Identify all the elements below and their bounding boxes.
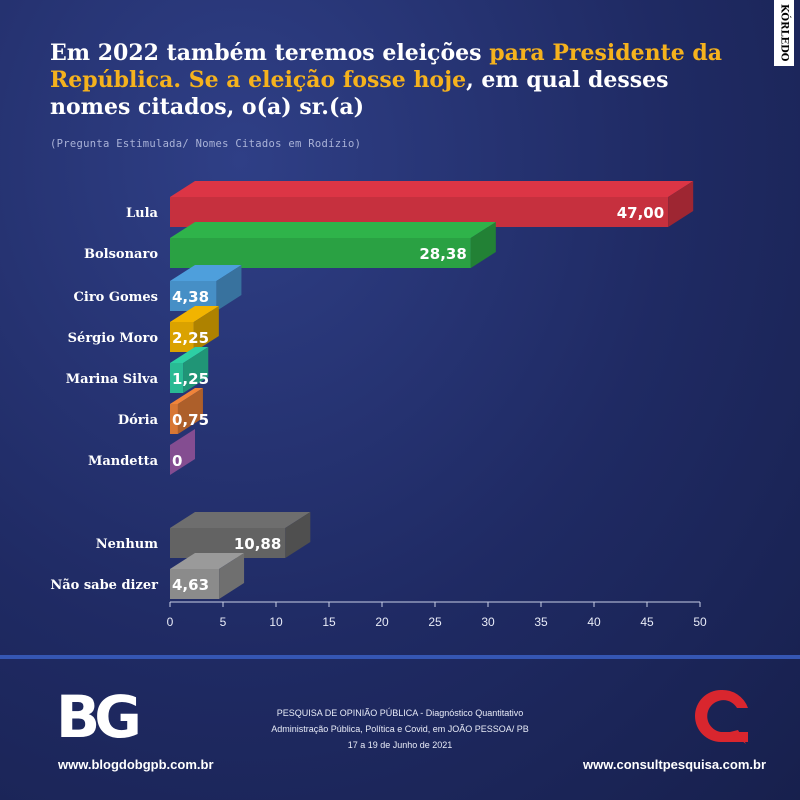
bar-top-face xyxy=(170,265,242,281)
bar-top-face xyxy=(170,306,219,322)
bar xyxy=(170,322,194,352)
title-part-2: , em qual desses nomes citados, o(a) sr.… xyxy=(50,67,669,120)
brand-tag: KÓRLEDO xyxy=(774,0,794,66)
x-tick-label: 50 xyxy=(693,615,707,629)
category-label: Lula xyxy=(126,206,159,221)
chart-subtitle: (Pregunta Estimulada/ Nomes Citados em R… xyxy=(50,138,362,150)
bar xyxy=(170,404,178,434)
consult-url: www.consultpesquisa.com.br xyxy=(583,757,766,772)
x-tick-label: 5 xyxy=(220,615,227,629)
value-label: 4,63 xyxy=(172,576,209,594)
bar-side-face xyxy=(216,265,242,311)
consult-logo-icon xyxy=(686,686,756,748)
value-label: 0,75 xyxy=(172,411,209,429)
x-tick-label: 10 xyxy=(269,615,283,629)
category-label: Marina Silva xyxy=(66,372,159,387)
category-label: Dória xyxy=(118,413,159,428)
category-label: Bolsonaro xyxy=(84,247,158,262)
category-label: Sérgio Moro xyxy=(68,331,159,346)
bar xyxy=(170,238,471,268)
x-tick-label: 0 xyxy=(167,615,174,629)
bar-side-face xyxy=(219,553,245,599)
bar-chart: Lula 47,00 Bolsonaro 28,38 Ciro Gomes 4,38 Sér… xyxy=(50,181,707,629)
bar-top-face xyxy=(170,181,694,197)
bg-logo-text: BG xyxy=(56,685,138,743)
value-label: 10,88 xyxy=(234,535,281,553)
value-label: 2,25 xyxy=(172,329,209,347)
x-tick-label: 40 xyxy=(587,615,601,629)
bar-top-face xyxy=(170,388,203,404)
bar-top-face xyxy=(170,347,209,363)
value-label: 47,00 xyxy=(617,204,664,222)
x-tick-label: 25 xyxy=(428,615,442,629)
x-tick-label: 45 xyxy=(640,615,654,629)
bar-side-face xyxy=(470,222,496,268)
bar-top-face xyxy=(170,222,496,238)
category-label: Nenhum xyxy=(96,537,159,552)
title-part-1: Em 2022 também teremos eleições xyxy=(50,40,490,66)
bar xyxy=(170,363,184,393)
footer-divider xyxy=(0,655,800,659)
value-label: 1,25 xyxy=(172,370,209,388)
x-tick-label: 15 xyxy=(322,615,336,629)
bar-side-face xyxy=(285,512,311,558)
x-tick-label: 30 xyxy=(481,615,495,629)
survey-info-line-1: PESQUISA DE OPINIÃO PÚBLICA - Diagnóstic… xyxy=(276,708,524,718)
category-label: Não sabe dizer xyxy=(50,578,158,593)
survey-info-line-2: Administração Pública, Política e Covid,… xyxy=(271,724,529,734)
value-label: 4,38 xyxy=(172,288,209,306)
x-tick-label: 20 xyxy=(375,615,389,629)
category-label: Mandetta xyxy=(88,454,159,469)
x-tick-label: 35 xyxy=(534,615,548,629)
survey-info-line-3: 17 a 19 de Junho de 2021 xyxy=(347,740,453,750)
bar xyxy=(170,569,220,599)
chart-title: Em 2022 também teremos eleições para Pre… xyxy=(50,40,730,121)
value-label: 0 xyxy=(172,452,182,470)
bar-side-face xyxy=(193,306,219,352)
bar-side-face xyxy=(170,429,195,475)
category-label: Ciro Gomes xyxy=(74,290,158,305)
title-highlight: para Presidente da República. Se a eleiç… xyxy=(50,40,723,93)
value-label: 28,38 xyxy=(419,245,466,263)
bar-top-face xyxy=(170,553,245,569)
bar-side-face xyxy=(183,347,209,393)
blog-url: www.blogdobgpb.com.br xyxy=(58,757,214,772)
bar-top-face xyxy=(170,512,311,528)
bg-logo: BG xyxy=(56,683,146,751)
bar-side-face xyxy=(177,388,203,434)
bar-side-face xyxy=(668,181,694,227)
survey-info: PESQUISA DE OPINIÃO PÚBLICA - Diagnóstic… xyxy=(230,705,570,753)
